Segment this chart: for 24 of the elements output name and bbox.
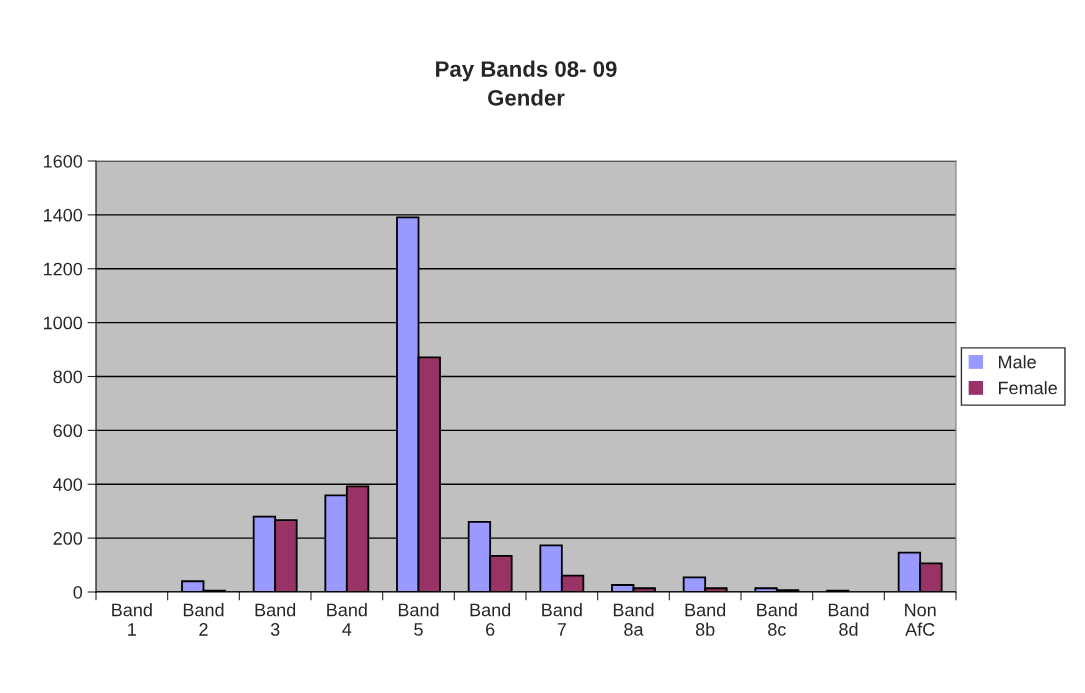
- x-tick-label: Non AfC: [905, 603, 936, 636]
- x-tick-label: Band 7: [542, 603, 582, 636]
- y-tick-label: 1200: [44, 262, 83, 276]
- x-tick-label: Band 6: [470, 603, 511, 636]
- y-tick-label: 400: [53, 478, 83, 491]
- legend-label: Male: [999, 355, 1036, 369]
- x-tick-label: Band 3: [255, 603, 296, 636]
- x-tick-label: Band 8c: [757, 603, 797, 636]
- chart-title: Pay Bands 08- 09 Gender: [436, 60, 617, 106]
- y-tick-label: 0: [73, 585, 83, 599]
- y-tick-label: 800: [53, 370, 83, 384]
- x-tick-label: Band 8b: [685, 603, 726, 636]
- x-tick-label: Band 4: [327, 603, 367, 636]
- y-tick-label: 600: [53, 424, 83, 438]
- x-tick-label: Band 8d: [828, 603, 869, 636]
- y-tick-label: 1400: [44, 208, 83, 222]
- legend-label: Female: [999, 381, 1057, 395]
- x-tick-label: Band 8a: [613, 603, 654, 636]
- x-tick-label: Band 1: [112, 603, 152, 636]
- y-tick-label: 1000: [44, 316, 83, 330]
- y-tick-label: 1600: [44, 154, 83, 168]
- y-tick-label: 200: [53, 532, 83, 545]
- x-tick-label: Band 2: [183, 603, 224, 636]
- x-tick-label: Band 5: [398, 603, 439, 636]
